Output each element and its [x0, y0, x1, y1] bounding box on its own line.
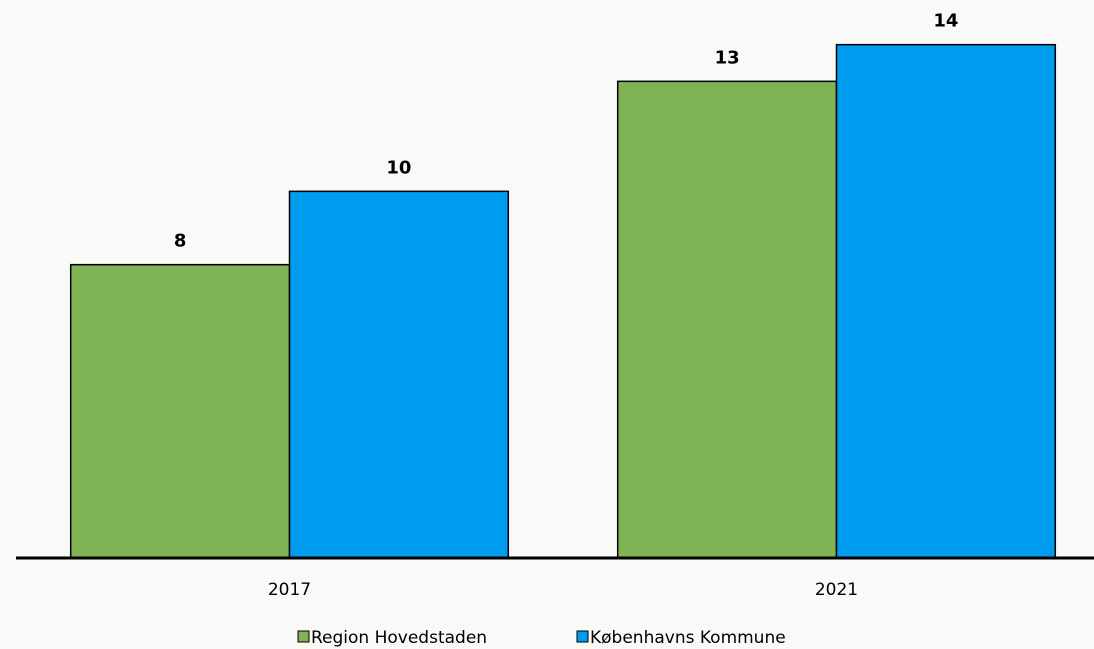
data-label: 13 [715, 47, 740, 68]
legend-label: Region Hovedstaden [311, 628, 487, 648]
legend-label: Københavns Kommune [590, 628, 786, 648]
x-tick-label: 2017 [268, 580, 311, 600]
bar [288, 190, 510, 559]
bar [835, 43, 1057, 559]
data-label: 14 [933, 11, 958, 32]
x-tick-label: 2021 [815, 580, 858, 600]
data-label: 10 [386, 157, 411, 178]
data-label: 8 [174, 231, 187, 252]
legend-swatch [297, 630, 310, 643]
legend-swatch [576, 630, 589, 643]
bar [616, 80, 838, 559]
bar [69, 263, 291, 559]
